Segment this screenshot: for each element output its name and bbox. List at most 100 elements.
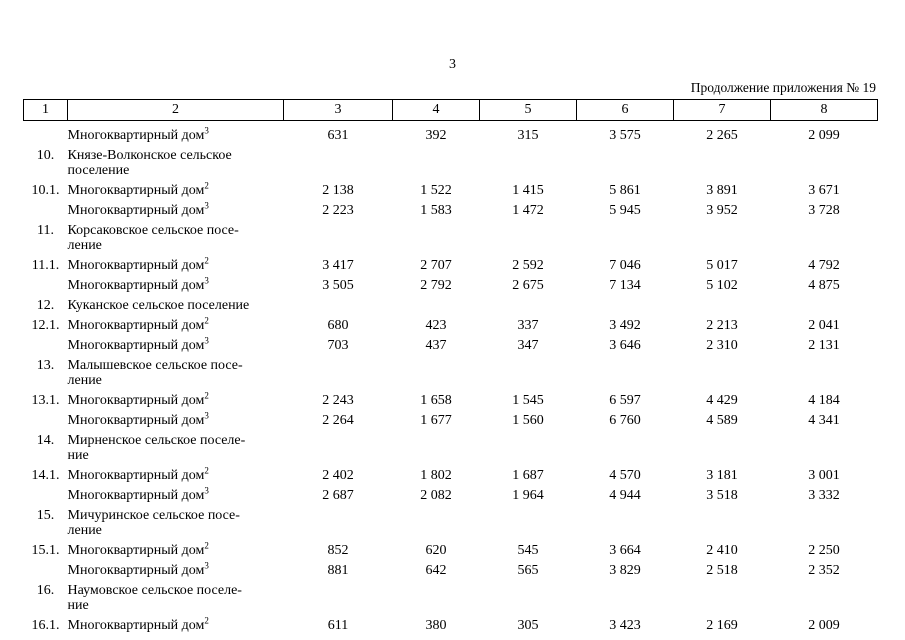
column-number-1: 1 bbox=[23, 99, 68, 121]
row-number bbox=[24, 336, 68, 356]
value-cell bbox=[577, 221, 674, 256]
value-cell bbox=[480, 146, 577, 181]
building-row: 11.1. Многоквартирный дом2 3 417 2 707 2 592… bbox=[24, 256, 878, 276]
row-name-text: Многоквартирный дом bbox=[67, 183, 205, 198]
value-cell bbox=[674, 356, 771, 391]
row-number bbox=[24, 201, 68, 221]
value-cell bbox=[674, 146, 771, 181]
value-cell: 4 792 bbox=[808, 258, 840, 273]
value-cell: 1 964 bbox=[512, 488, 544, 503]
value-cell bbox=[771, 431, 878, 466]
value-cell: 2 675 bbox=[512, 278, 544, 293]
value-cell bbox=[284, 506, 393, 541]
value-cell: 1 415 bbox=[512, 183, 544, 198]
value-cell: 1 522 bbox=[420, 183, 452, 198]
value-cell bbox=[284, 221, 393, 256]
row-name-text: Князе-Волконское сельское поселение bbox=[67, 148, 232, 178]
settlement-row: 14. Мирненское сельское поселе- ние bbox=[24, 431, 878, 466]
value-cell: 3 423 bbox=[609, 618, 641, 633]
row-name-text: Наумовское сельское поселе- ние bbox=[67, 583, 242, 613]
value-cell: 1 677 bbox=[420, 413, 452, 428]
value-cell: 2 518 bbox=[706, 563, 738, 578]
footnote-reference: 2 bbox=[204, 390, 209, 401]
value-cell: 1 472 bbox=[512, 203, 544, 218]
value-cell: 315 bbox=[517, 128, 539, 143]
value-cell: 631 bbox=[327, 128, 349, 143]
column-number-4: 4 bbox=[392, 99, 480, 121]
value-cell: 2 592 bbox=[512, 258, 544, 273]
row-number bbox=[24, 411, 68, 431]
settlement-row: 11. Корсаковское сельское посе- ление bbox=[24, 221, 878, 256]
value-cell: 1 583 bbox=[420, 203, 452, 218]
row-name: Многоквартирный дом3 bbox=[68, 411, 284, 431]
value-cell: 2 213 bbox=[706, 318, 738, 333]
value-cell: 2 243 bbox=[322, 393, 354, 408]
value-cell: 7 046 bbox=[609, 258, 641, 273]
row-number: 10.1. bbox=[31, 183, 60, 198]
footnote-reference: 3 bbox=[204, 485, 209, 496]
value-cell: 2 792 bbox=[420, 278, 452, 293]
value-cell: 3 001 bbox=[808, 468, 840, 483]
table-header-row: 1 2 3 4 5 6 7 8 bbox=[23, 99, 878, 121]
column-number-2: 2 bbox=[67, 99, 284, 121]
value-cell bbox=[674, 296, 771, 316]
value-cell: 3 952 bbox=[706, 203, 738, 218]
value-cell bbox=[480, 296, 577, 316]
row-name: Многоквартирный дом3 bbox=[68, 486, 284, 506]
value-cell: 545 bbox=[517, 543, 539, 558]
footnote-reference: 2 bbox=[204, 615, 209, 626]
footnote-reference: 2 bbox=[204, 255, 209, 266]
value-cell: 2 687 bbox=[322, 488, 354, 503]
value-cell: 305 bbox=[517, 618, 539, 633]
value-cell bbox=[284, 296, 393, 316]
building-row: Многоквартирный дом3 631 392 315 3 575 2 265 2… bbox=[24, 121, 878, 147]
row-name: Многоквартирный дом2 bbox=[68, 256, 284, 276]
document-body: Продолжение приложения № 19 1 2 3 4 5 bbox=[23, 80, 878, 636]
value-cell: 4 944 bbox=[609, 488, 641, 503]
building-row: Многоквартирный дом3 703 437 347 3 646 2 310 2… bbox=[24, 336, 878, 356]
row-name-text: Многоквартирный дом bbox=[67, 338, 205, 353]
value-cell: 3 417 bbox=[322, 258, 354, 273]
building-row: 13.1. Многоквартирный дом2 2 243 1 658 1 545… bbox=[24, 391, 878, 411]
building-row: 10.1. Многоквартирный дом2 2 138 1 522 1 415… bbox=[24, 181, 878, 201]
row-name-text: Многоквартирный дом bbox=[67, 318, 205, 333]
row-name-text: Многоквартирный дом bbox=[67, 203, 205, 218]
row-name: Многоквартирный дом2 bbox=[68, 181, 284, 201]
column-number-7: 7 bbox=[673, 99, 771, 121]
value-cell bbox=[674, 581, 771, 616]
settlement-row: 15. Мичуринское сельское посе- ление bbox=[24, 506, 878, 541]
row-name: Князе-Волконское сельское поселение bbox=[68, 146, 284, 181]
footnote-reference: 2 bbox=[204, 315, 209, 326]
value-cell: 2 402 bbox=[322, 468, 354, 483]
value-cell: 2 410 bbox=[706, 543, 738, 558]
footnote-reference: 3 bbox=[204, 335, 209, 346]
value-cell: 2 223 bbox=[322, 203, 354, 218]
row-name: Многоквартирный дом3 bbox=[68, 276, 284, 296]
row-name-text: Многоквартирный дом bbox=[67, 563, 205, 578]
row-name: Многоквартирный дом3 bbox=[68, 121, 284, 147]
row-number bbox=[24, 561, 68, 581]
value-cell: 423 bbox=[425, 318, 447, 333]
value-cell: 2 264 bbox=[322, 413, 354, 428]
row-number: 13. bbox=[36, 358, 55, 373]
footnote-reference: 3 bbox=[204, 125, 209, 136]
row-number: 11. bbox=[37, 223, 54, 238]
value-cell bbox=[393, 581, 480, 616]
value-cell: 1 658 bbox=[420, 393, 452, 408]
row-name-text: Многоквартирный дом bbox=[67, 618, 205, 633]
value-cell: 3 728 bbox=[808, 203, 840, 218]
value-cell bbox=[771, 296, 878, 316]
row-number: 14.1. bbox=[31, 468, 60, 483]
value-cell bbox=[284, 431, 393, 466]
value-cell: 5 102 bbox=[706, 278, 738, 293]
value-cell bbox=[771, 356, 878, 391]
row-name-text: Многоквартирный дом bbox=[67, 278, 205, 293]
row-number bbox=[24, 276, 68, 296]
value-cell: 1 545 bbox=[512, 393, 544, 408]
row-name: Наумовское сельское поселе- ние bbox=[68, 581, 284, 616]
appendix-table: 1 2 3 4 5 6 7 8 Многоквартирный дом3 631 3… bbox=[23, 99, 878, 636]
settlement-row: 16. Наумовское сельское поселе- ние bbox=[24, 581, 878, 616]
row-number: 15. bbox=[36, 508, 55, 523]
row-name-text: Многоквартирный дом bbox=[67, 128, 205, 143]
